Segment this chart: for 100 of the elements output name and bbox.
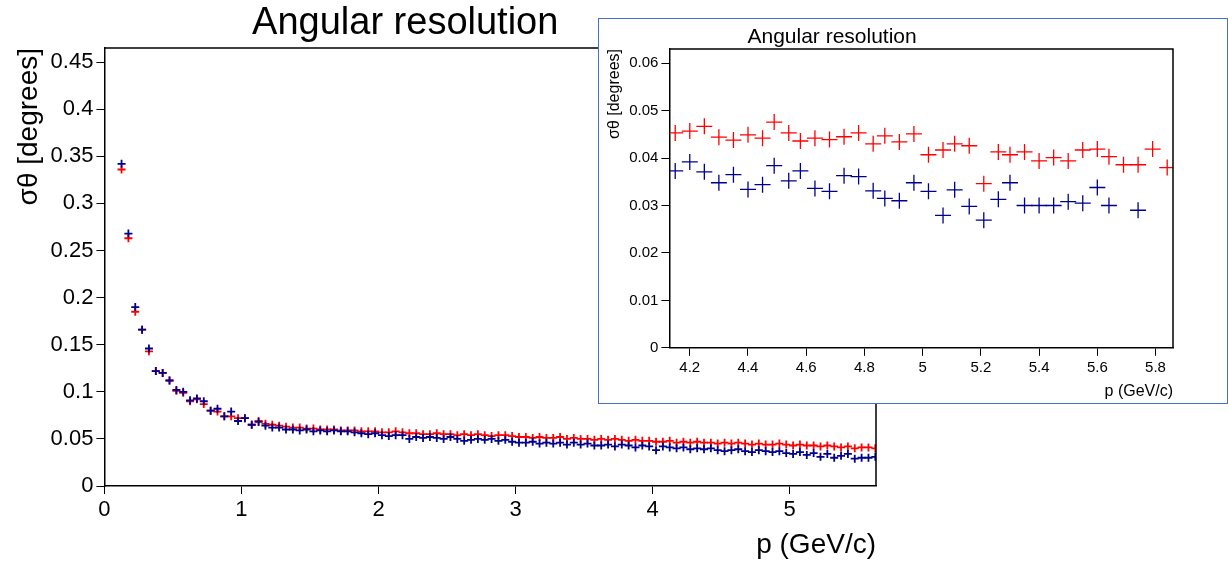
point xyxy=(1030,196,1048,215)
point xyxy=(919,182,938,200)
point xyxy=(1100,148,1118,166)
point xyxy=(876,189,894,208)
point xyxy=(780,124,798,142)
y-tick-label: 0.4 xyxy=(62,95,94,121)
point xyxy=(864,135,882,153)
point xyxy=(876,127,894,145)
point xyxy=(753,176,772,194)
point xyxy=(1074,141,1092,159)
point xyxy=(835,166,853,185)
x-tick-label: 5.2 xyxy=(970,357,992,375)
y-tick-label: 0.25 xyxy=(50,236,94,262)
point xyxy=(820,182,839,200)
y-tick-label: 0.05 xyxy=(50,424,94,450)
point xyxy=(739,126,757,144)
point xyxy=(890,192,909,210)
y-tick-label: 0.35 xyxy=(50,142,94,168)
point xyxy=(695,117,713,135)
chart-title: Angular resolution xyxy=(252,0,559,43)
x-tick-label: 0 xyxy=(98,496,111,522)
x-tick-label: 4 xyxy=(646,496,659,522)
point xyxy=(791,162,810,180)
point xyxy=(1114,156,1133,174)
x-tick-label: 4.8 xyxy=(854,357,875,375)
y-tick-label: 0 xyxy=(650,337,659,355)
point xyxy=(1088,140,1106,158)
point xyxy=(1045,196,1063,215)
point xyxy=(1129,201,1147,219)
y-tick-label: 0 xyxy=(81,472,94,498)
point xyxy=(960,137,978,155)
y-tick-label: 0.06 xyxy=(629,53,659,71)
point xyxy=(724,166,743,184)
point xyxy=(780,172,798,190)
point xyxy=(724,131,743,149)
point xyxy=(1100,196,1118,215)
point xyxy=(905,125,923,143)
y-tick-label: 0.03 xyxy=(629,195,659,213)
y-tick-label: 0.05 xyxy=(629,100,659,118)
y-tick-label: 0.02 xyxy=(629,243,659,261)
point xyxy=(765,157,783,175)
y-tick-label: 0.1 xyxy=(62,377,94,403)
point xyxy=(975,175,993,193)
x-tick-label: 5.4 xyxy=(1028,357,1050,375)
point xyxy=(753,129,772,147)
x-tick-label: 5 xyxy=(918,357,927,375)
y-axis-title: σθ [degrees] xyxy=(605,49,623,139)
point xyxy=(1015,143,1034,161)
point xyxy=(934,141,952,159)
point xyxy=(1001,174,1019,192)
point xyxy=(890,133,909,151)
x-tick-label: 4.6 xyxy=(795,357,817,375)
point xyxy=(739,180,757,199)
point xyxy=(1059,193,1077,211)
point xyxy=(681,122,699,140)
x-tick-label: 5.8 xyxy=(1145,357,1166,375)
x-axis-title: p (GeV/c) xyxy=(1104,381,1173,399)
point xyxy=(710,128,728,146)
point xyxy=(1001,146,1019,164)
x-tick-label: 5.6 xyxy=(1086,357,1108,375)
point xyxy=(1074,194,1092,212)
y-tick-label: 0.45 xyxy=(50,48,94,74)
y-axis-title: σθ [degrees] xyxy=(11,48,43,206)
x-tick-label: 2 xyxy=(372,496,385,522)
point xyxy=(989,143,1007,161)
y-tick-label: 0.15 xyxy=(50,330,94,356)
point xyxy=(695,163,713,181)
point xyxy=(1015,196,1034,215)
point xyxy=(1045,148,1063,167)
point xyxy=(905,174,923,192)
point xyxy=(710,174,728,192)
point xyxy=(934,206,952,225)
point xyxy=(975,211,993,229)
x-tick-label: 3 xyxy=(509,496,522,522)
point xyxy=(1143,140,1162,158)
point xyxy=(864,182,882,200)
point xyxy=(765,113,783,131)
x-axis-title: p (GeV/c) xyxy=(756,527,876,559)
point xyxy=(849,124,868,142)
x-tick-label: 4.2 xyxy=(679,357,701,375)
y-tick-label: 0.01 xyxy=(629,290,659,308)
point xyxy=(1129,156,1147,174)
point xyxy=(946,135,964,153)
point xyxy=(681,153,699,171)
y-tick-label: 0.2 xyxy=(62,283,94,309)
point xyxy=(806,179,824,198)
point xyxy=(806,129,824,147)
chart-title: Angular resolution xyxy=(747,23,917,47)
x-tick-label: 5 xyxy=(783,496,796,522)
x-tick-label: 1 xyxy=(235,496,248,522)
x-tick-label: 4.4 xyxy=(737,357,759,375)
point xyxy=(820,130,839,149)
point xyxy=(960,197,978,216)
point xyxy=(1059,152,1077,170)
point xyxy=(791,132,810,150)
point xyxy=(835,128,853,146)
y-tick-label: 0.3 xyxy=(62,189,94,215)
point xyxy=(1030,152,1048,170)
point xyxy=(1088,178,1106,197)
point xyxy=(849,167,868,186)
